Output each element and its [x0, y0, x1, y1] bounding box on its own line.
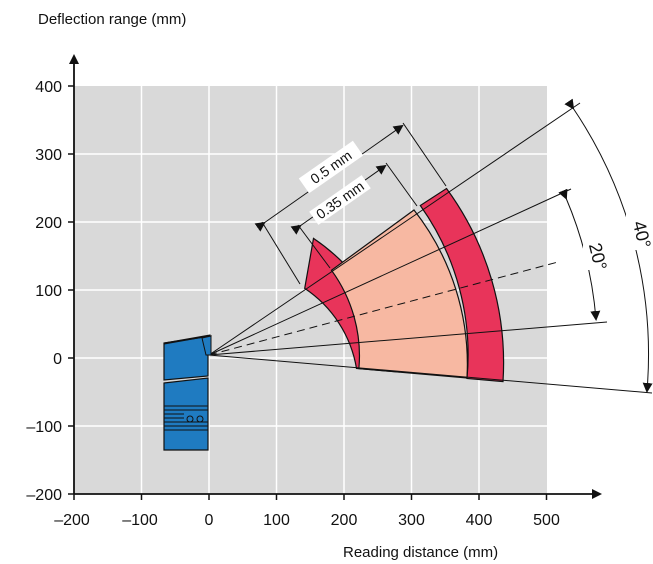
scanner-led-2 [196, 415, 204, 423]
dim-label-bg-inner [309, 175, 371, 225]
beam-line-center [208, 261, 559, 356]
x-tick-label: 200 [331, 512, 358, 529]
y-tick-label: 200 [35, 215, 62, 232]
x-tick-label: 500 [533, 512, 560, 529]
beam-line-inner-bottom [208, 321, 608, 356]
dim-label-bg-outer [298, 140, 364, 194]
y-tick-label: –200 [26, 487, 62, 504]
angle-label-bg-20 [583, 240, 609, 270]
x-tick-label: 0 [205, 512, 214, 529]
dim-extension-outer-far [402, 122, 447, 187]
barcode-scanner-icon [163, 334, 212, 451]
y-tick-label: 100 [35, 283, 62, 300]
scanner-vents [164, 405, 208, 431]
scanner-led-1 [186, 415, 194, 423]
x-tick-label: –200 [54, 512, 90, 529]
y-tick-marks [68, 85, 74, 495]
x-tick-marks [73, 494, 548, 500]
angle-label-bg-40 [626, 214, 652, 250]
y-tick-label: 300 [35, 147, 62, 164]
x-tick-label: 400 [466, 512, 493, 529]
x-tick-label: –100 [122, 512, 158, 529]
x-axis-title: Reading distance (mm) [343, 544, 498, 561]
dim-extension-outer-near [261, 221, 301, 285]
y-tick-label: –100 [26, 419, 62, 436]
beam-line-inner-top [208, 188, 572, 356]
dim-extension-inner-far [385, 162, 418, 207]
x-tick-label: 100 [263, 512, 290, 529]
y-tick-label: 0 [53, 351, 62, 368]
x-tick-label: 300 [398, 512, 425, 529]
scanner-body [163, 377, 209, 451]
y-axis-title: Deflection range (mm) [38, 11, 186, 28]
y-tick-label: 400 [35, 79, 62, 96]
